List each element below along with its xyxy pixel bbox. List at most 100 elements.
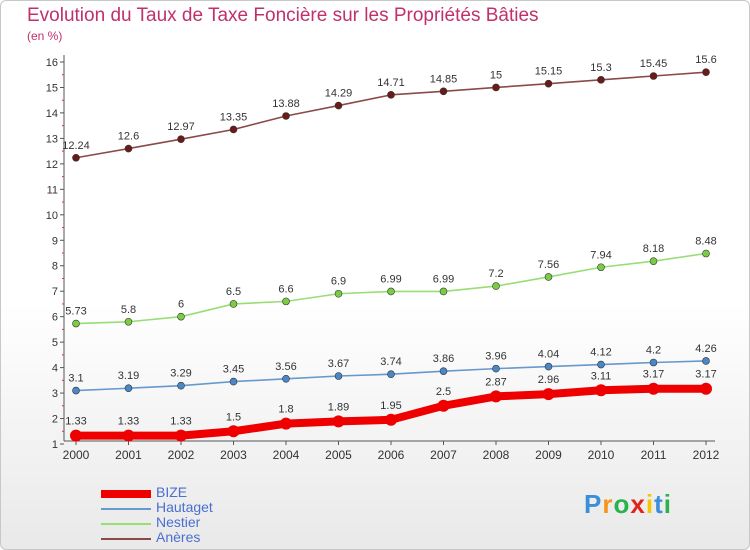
- data-label: 3.96: [485, 351, 506, 363]
- logo-letter: i: [663, 489, 672, 519]
- data-point: [70, 429, 82, 442]
- logo-letter: r: [602, 489, 614, 519]
- data-label: 6: [178, 299, 184, 311]
- data-label: 7.2: [488, 268, 503, 280]
- data-label: 6.5: [226, 286, 241, 298]
- data-label: 4.04: [538, 349, 559, 361]
- y-tick-label: 15: [46, 82, 58, 94]
- x-tick-label: 2006: [378, 448, 405, 462]
- x-tick-label: 2004: [273, 448, 300, 462]
- data-label: 15.3: [590, 62, 611, 74]
- data-point: [124, 144, 133, 153]
- x-tick-label: 2010: [588, 448, 615, 462]
- data-point: [544, 79, 553, 88]
- data-point: [282, 297, 290, 306]
- data-label: 14.85: [430, 73, 458, 85]
- chart-subtitle: (en %): [27, 29, 63, 43]
- data-label: 3.56: [275, 361, 296, 373]
- data-label: 2.96: [538, 374, 559, 386]
- legend-label: Hautaget: [156, 499, 213, 515]
- data-point: [492, 364, 500, 373]
- data-point: [490, 390, 502, 403]
- y-tick-label: 2: [52, 414, 58, 426]
- data-label: 14.71: [377, 77, 405, 89]
- x-tick-label: 2000: [63, 448, 90, 462]
- data-label: 7.94: [590, 249, 611, 261]
- data-label: 7.56: [538, 259, 559, 271]
- data-point: [492, 282, 500, 290]
- data-point: [647, 382, 660, 395]
- data-label: 1.33: [65, 416, 86, 428]
- y-tick-label: 14: [46, 108, 58, 120]
- data-point: [72, 153, 80, 162]
- data-point: [439, 87, 448, 96]
- data-point: [124, 384, 133, 393]
- data-point: [439, 367, 448, 375]
- y-tick-label: 5: [52, 337, 58, 349]
- y-tick-label: 16: [46, 57, 58, 69]
- data-label: 3.19: [118, 370, 139, 382]
- data-label: 3.67: [328, 358, 349, 370]
- data-label: 15: [490, 69, 502, 81]
- data-point: [702, 68, 710, 76]
- data-label: 6.99: [380, 273, 401, 285]
- data-point: [385, 413, 397, 426]
- data-label: 5.73: [65, 306, 86, 318]
- y-tick-label: 4: [52, 363, 58, 375]
- data-point: [439, 287, 448, 296]
- x-tick-label: 2002: [168, 448, 195, 462]
- logo-letter: t: [654, 489, 664, 519]
- data-label: 3.1: [68, 373, 83, 385]
- data-label: 6.99: [433, 273, 454, 285]
- legend-label: Nestier: [156, 514, 201, 530]
- data-point: [72, 319, 80, 328]
- data-label: 1.33: [118, 416, 139, 428]
- data-point: [280, 417, 292, 430]
- legend-swatch: [101, 538, 151, 540]
- x-tick-label: 2001: [115, 448, 142, 462]
- data-label: 2.87: [485, 376, 506, 388]
- data-point: [332, 415, 345, 428]
- legend-label: BIZE: [156, 484, 188, 500]
- data-point: [387, 91, 395, 99]
- data-point: [334, 372, 343, 380]
- data-point: [229, 377, 238, 386]
- data-label: 1.33: [170, 416, 191, 428]
- data-label: 2.5: [436, 386, 451, 398]
- data-point: [177, 312, 185, 321]
- data-point: [387, 287, 395, 296]
- data-point: [282, 112, 290, 120]
- y-tick-label: 6: [52, 312, 58, 324]
- x-tick-label: 2005: [325, 448, 352, 462]
- legend-item-anères: Anères: [101, 529, 301, 547]
- data-point: [72, 386, 80, 395]
- y-tick-label: 3: [52, 388, 58, 400]
- logo-letter: i: [645, 489, 655, 519]
- data-point: [597, 360, 605, 369]
- data-point: [702, 249, 710, 258]
- y-tick-label: 8: [52, 261, 58, 273]
- data-label: 12.97: [167, 121, 195, 133]
- chart-title: Evolution du Taux de Taxe Foncière sur l…: [27, 5, 539, 26]
- y-tick-label: 9: [52, 235, 58, 247]
- logo-letter: P: [584, 489, 603, 519]
- data-label: 6.9: [331, 276, 346, 288]
- legend-item-hautaget: Hautaget: [101, 499, 301, 517]
- data-point: [334, 289, 343, 298]
- data-point: [702, 357, 710, 365]
- data-label: 15.45: [640, 58, 668, 70]
- data-label: 8.18: [643, 243, 664, 255]
- proxiti-logo: Proxiti: [584, 489, 672, 520]
- data-label: 14.29: [325, 88, 353, 100]
- legend-swatch: [101, 490, 151, 498]
- data-label: 3.45: [223, 364, 244, 376]
- data-point: [229, 125, 238, 134]
- data-point: [177, 381, 185, 390]
- legend-item-bize: BIZE: [101, 484, 301, 502]
- y-tick-label: 12: [46, 159, 58, 171]
- x-tick-label: 2003: [220, 448, 247, 462]
- data-label: 4.2: [646, 345, 661, 357]
- data-point: [649, 358, 658, 367]
- data-label: 3.86: [433, 353, 454, 365]
